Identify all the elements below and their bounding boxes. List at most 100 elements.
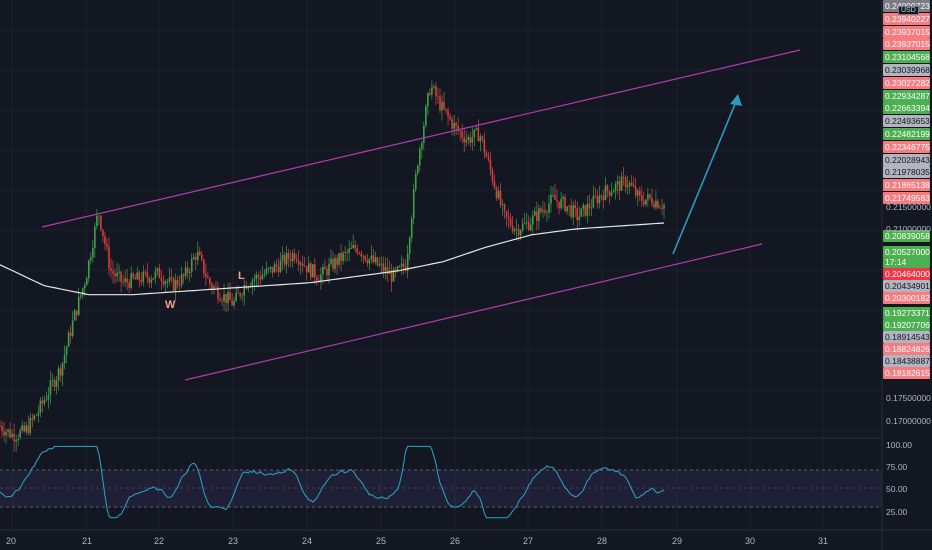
candle-body <box>485 152 488 157</box>
candle-body <box>548 203 550 213</box>
candle-body <box>554 194 556 200</box>
candle-body <box>570 205 572 218</box>
candle-body <box>461 131 463 138</box>
candle-body <box>368 258 371 264</box>
candle-body <box>136 272 139 280</box>
candle-body <box>628 183 631 186</box>
candle-body <box>77 296 80 315</box>
candle-body <box>37 412 40 416</box>
candle-body <box>608 191 611 196</box>
candle-body <box>81 288 84 296</box>
candle-body <box>378 264 381 266</box>
price-label-0175: 0.17500000 <box>886 393 931 403</box>
price-tag: 0.22482199 <box>883 128 930 140</box>
candle-body <box>453 123 455 129</box>
candle-body <box>277 266 280 273</box>
candle-body <box>190 258 193 273</box>
time-label: 29 <box>672 536 683 546</box>
candle-body <box>184 267 187 277</box>
candle-body <box>85 278 88 286</box>
candle-body <box>560 198 562 209</box>
projection-arrow-line[interactable] <box>672 96 739 255</box>
candle-body <box>215 286 217 288</box>
candle-body <box>267 268 270 270</box>
rsi-line <box>0 445 665 519</box>
candle-body <box>150 279 153 283</box>
candle-body <box>265 268 268 274</box>
price-label-0215: 0.21500000 <box>886 202 931 212</box>
candle-body <box>59 368 62 376</box>
candle-body <box>100 215 102 230</box>
candle-body <box>162 280 165 285</box>
candle-body <box>374 257 377 263</box>
candle-body <box>67 332 70 347</box>
candle-body <box>481 136 484 140</box>
candle-body <box>636 190 639 196</box>
candle-body <box>527 222 530 230</box>
candle-body <box>33 415 36 420</box>
candle-body <box>423 125 425 143</box>
candle-body <box>465 139 468 143</box>
candle-body <box>358 252 361 254</box>
price-label-0170: 0.17000000 <box>886 416 931 426</box>
candle-body <box>69 332 72 336</box>
time-label: 30 <box>745 536 756 546</box>
candle-body <box>596 196 599 204</box>
candle-body <box>283 255 286 265</box>
candle-body <box>556 199 558 202</box>
rsi-label-75: 75.00 <box>886 462 908 472</box>
channel-upper-line[interactable] <box>41 49 801 228</box>
candle-body <box>390 270 393 282</box>
candle-body <box>168 277 171 282</box>
candle-body <box>370 255 373 259</box>
candle-body <box>340 252 342 261</box>
channel-lower-line[interactable] <box>184 243 763 381</box>
candle-body <box>352 245 354 249</box>
candle-body <box>414 173 417 190</box>
candle-body <box>138 272 141 281</box>
candle-body <box>88 260 90 279</box>
candle-body <box>237 292 239 294</box>
candle-body <box>610 192 613 196</box>
price-label-0210: 0.21000000 <box>886 224 931 234</box>
candle-body <box>620 176 623 191</box>
moving-average-line <box>0 222 665 296</box>
price-tag: 0.19207706 <box>883 319 930 331</box>
candle-body <box>65 346 68 355</box>
candle-body <box>376 257 379 266</box>
time-label: 31 <box>818 536 829 546</box>
candle-body <box>186 267 189 273</box>
candle-body <box>322 266 324 275</box>
candle-body <box>523 222 526 224</box>
candle-body <box>651 197 653 204</box>
time-label: 27 <box>523 536 534 546</box>
candle-body <box>27 425 30 433</box>
candle-body <box>332 258 334 269</box>
candle-body <box>509 218 512 226</box>
candle-body <box>534 211 536 216</box>
candle-body <box>429 93 431 95</box>
candle-body <box>51 380 54 381</box>
candle-body <box>287 252 290 259</box>
candle-body <box>538 208 540 222</box>
candle-body <box>98 215 100 217</box>
candle-body <box>205 273 207 278</box>
candle-body <box>305 266 308 273</box>
candle-body <box>348 248 350 253</box>
price-tag: 0.23937015 <box>883 25 930 38</box>
candle-body <box>324 266 326 270</box>
candle-body <box>372 255 375 263</box>
candle-body <box>447 110 449 117</box>
candle-body <box>497 190 500 199</box>
candle-body <box>604 185 607 200</box>
candle-body <box>578 216 581 221</box>
price-tag: 0.22663394 <box>883 102 930 115</box>
candle-body <box>225 294 227 304</box>
candle-body <box>152 277 155 280</box>
candle-body <box>380 263 383 265</box>
candle-body <box>7 429 9 432</box>
candle-body <box>489 159 492 170</box>
candle-body <box>247 286 250 289</box>
candle-body <box>102 229 104 237</box>
